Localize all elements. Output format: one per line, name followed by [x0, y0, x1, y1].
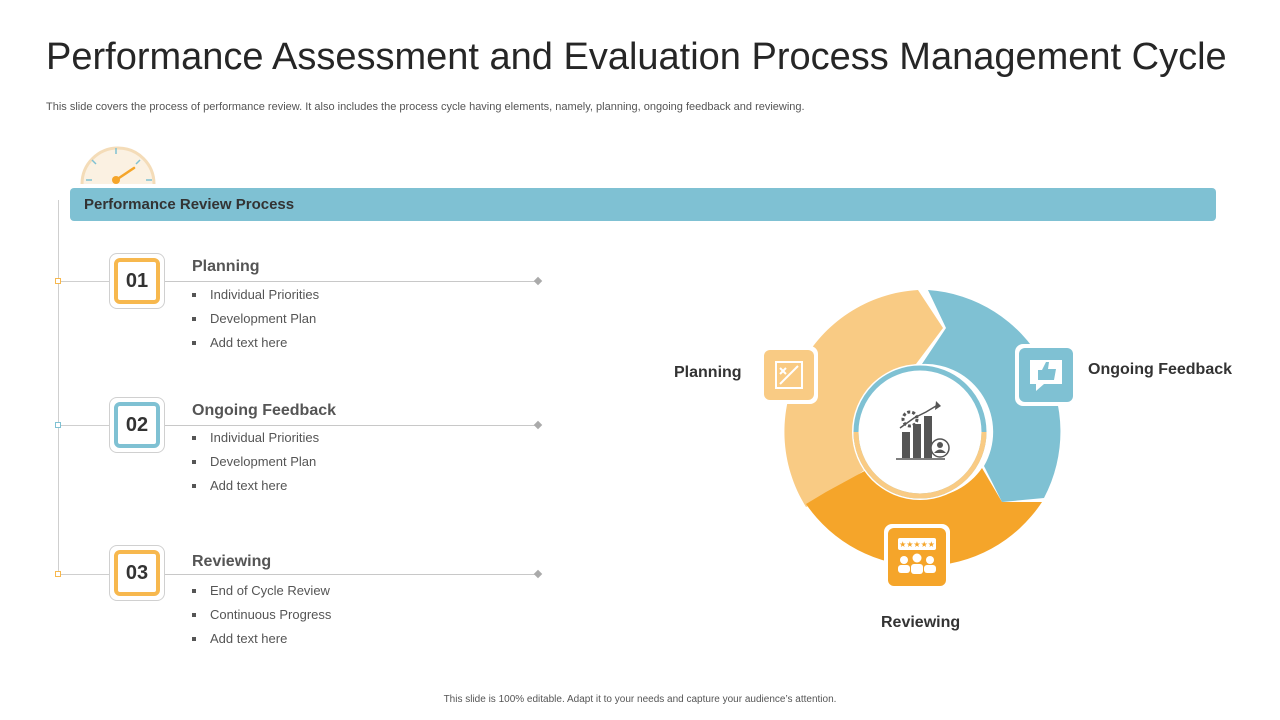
- step-divider: [165, 425, 537, 426]
- step-connector: [61, 574, 109, 575]
- step-number: 03: [114, 550, 160, 596]
- bullet-item: Add text here: [192, 627, 331, 651]
- svg-text:★★★★★: ★★★★★: [899, 540, 935, 549]
- step-marker: [55, 571, 61, 577]
- footer-note: This slide is 100% editable. Adapt it to…: [443, 694, 837, 705]
- speedometer-icon: [80, 146, 156, 185]
- step-marker: [55, 422, 61, 428]
- step-number: 02: [114, 402, 160, 448]
- bullet-item: Add text here: [192, 474, 319, 498]
- bullet-item: Add text here: [192, 331, 319, 355]
- bullet-icon: [192, 483, 196, 488]
- bullet-icon: [192, 292, 196, 297]
- cycle-segment-reviewing: [806, 468, 1042, 567]
- step-title: Ongoing Feedback: [192, 402, 337, 419]
- process-step-feedback: 02 Ongoing Feedback Individual Prioritie…: [0, 394, 560, 514]
- strategy-board-icon: [760, 346, 818, 404]
- cycle-label-planning: Planning: [674, 364, 742, 381]
- thumbs-up-chat-icon: [1015, 344, 1077, 406]
- bullet-icon: [192, 612, 196, 617]
- process-step-reviewing: 03 Reviewing End of Cycle Review Continu…: [0, 543, 560, 663]
- step-number-box: 02: [109, 397, 165, 453]
- cycle-label-reviewing: Reviewing: [881, 614, 961, 631]
- step-title: Planning: [192, 258, 260, 275]
- diamond-icon: [533, 569, 543, 579]
- step-number: 01: [114, 258, 160, 304]
- step-title: Reviewing: [192, 553, 272, 570]
- step-bullet-list: Individual Priorities Development Plan A…: [192, 283, 319, 355]
- bullet-icon: [192, 636, 196, 641]
- bullet-item: Development Plan: [192, 307, 319, 331]
- process-step-planning: 01 Planning Individual Priorities Develo…: [0, 250, 560, 370]
- bullet-icon: [192, 340, 196, 345]
- step-connector: [61, 425, 109, 426]
- step-number-box: 01: [109, 253, 165, 309]
- cycle-segment-feedback: [922, 290, 1061, 502]
- step-bullet-list: End of Cycle Review Continuous Progress …: [192, 579, 331, 651]
- growth-chart-icon: [896, 401, 950, 460]
- timeline-connector: [58, 200, 59, 575]
- bullet-icon: [192, 435, 196, 440]
- step-bullet-list: Individual Priorities Development Plan A…: [192, 426, 319, 498]
- process-cycle-diagram: ★★★★★: [760, 290, 1077, 590]
- step-divider: [165, 281, 537, 282]
- bullet-item: Development Plan: [192, 450, 319, 474]
- cycle-label-feedback: Ongoing Feedback: [1088, 361, 1233, 378]
- banner-label: Performance Review Process: [84, 196, 295, 213]
- step-marker: [55, 278, 61, 284]
- bullet-icon: [192, 459, 196, 464]
- diamond-icon: [533, 276, 543, 286]
- bullet-item: Individual Priorities: [192, 283, 319, 307]
- process-banner: Performance Review Process: [70, 188, 1216, 221]
- step-divider: [165, 574, 537, 575]
- bullet-item: Individual Priorities: [192, 426, 319, 450]
- page-title: Performance Assessment and Evaluation Pr…: [46, 36, 1227, 78]
- page-subtitle: This slide covers the process of perform…: [46, 101, 805, 113]
- step-connector: [61, 281, 109, 282]
- bullet-icon: [192, 316, 196, 321]
- step-number-box: 03: [109, 545, 165, 601]
- bullet-item: End of Cycle Review: [192, 579, 331, 603]
- bullet-icon: [192, 588, 196, 593]
- bullet-item: Continuous Progress: [192, 603, 331, 627]
- rating-team-icon: ★★★★★: [884, 524, 950, 590]
- diamond-icon: [533, 420, 543, 430]
